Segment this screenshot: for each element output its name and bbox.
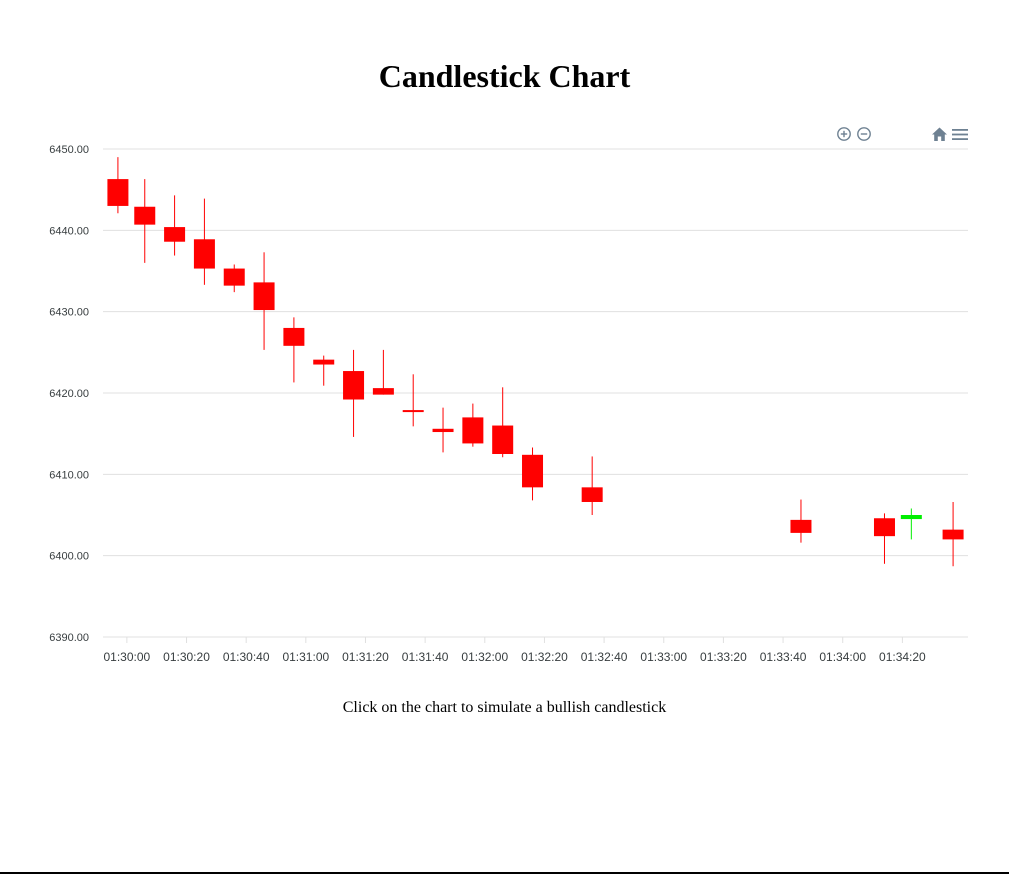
x-tick-label: 01:34:00 xyxy=(819,650,866,664)
y-tick-label: 6390.00 xyxy=(49,632,89,644)
candle-bearish[interactable] xyxy=(107,157,129,214)
candle-bearish[interactable] xyxy=(164,195,186,256)
x-tick-label: 01:30:20 xyxy=(163,650,210,664)
y-axis: 6390.00 6400.00 6410.00 6420.00 6430.00 6440.… xyxy=(49,144,89,644)
zoom-out-button[interactable] xyxy=(856,126,872,142)
x-tick-label: 01:30:40 xyxy=(223,650,270,664)
candle-body xyxy=(283,327,305,346)
x-axis: 01:30:00 01:30:20 01:30:40 01:31:00 01:31:20… xyxy=(103,636,968,664)
candle-bearish[interactable] xyxy=(581,456,603,515)
candle-body xyxy=(107,179,129,206)
x-tick-label: 01:33:20 xyxy=(700,650,747,664)
candle-bearish[interactable] xyxy=(790,499,812,543)
zoom-in-icon xyxy=(837,127,851,141)
x-tick-label: 01:33:40 xyxy=(760,650,807,664)
reset-zoom-button[interactable] xyxy=(931,126,948,142)
candle-bearish[interactable] xyxy=(253,252,275,350)
candle-body xyxy=(790,519,812,533)
candle-body xyxy=(900,515,922,520)
candle-body xyxy=(313,359,335,365)
candle-bearish[interactable] xyxy=(873,513,895,564)
candles[interactable] xyxy=(107,157,964,567)
candle-body xyxy=(372,388,394,395)
x-tick-label: 01:31:00 xyxy=(282,650,329,664)
y-tick-label: 6420.00 xyxy=(49,388,89,400)
zoom-in-button[interactable] xyxy=(836,126,852,142)
candle-bearish[interactable] xyxy=(283,317,305,383)
menu-button[interactable] xyxy=(951,127,969,142)
candle-body xyxy=(402,410,424,413)
home-icon xyxy=(932,127,947,141)
candle-body xyxy=(432,428,454,433)
candle-bearish[interactable] xyxy=(522,447,544,501)
x-tick-label: 01:34:20 xyxy=(879,650,926,664)
candle-bearish[interactable] xyxy=(402,374,424,427)
candle-bearish[interactable] xyxy=(942,501,964,567)
candle-bearish[interactable] xyxy=(492,387,514,458)
candle-body xyxy=(223,268,245,286)
y-tick-label: 6440.00 xyxy=(49,225,89,237)
bottom-divider xyxy=(0,872,1009,874)
hamburger-menu-icon xyxy=(952,129,968,140)
x-tick-label: 01:31:20 xyxy=(342,650,389,664)
candle-body xyxy=(253,282,275,311)
x-tick-label: 01:33:00 xyxy=(640,650,687,664)
candle-body xyxy=(522,454,544,488)
instruction-text: Click on the chart to simulate a bullish… xyxy=(342,699,667,716)
y-tick-label: 6430.00 xyxy=(49,307,89,319)
candle-bearish[interactable] xyxy=(313,355,335,386)
x-tick-label: 01:32:40 xyxy=(581,650,628,664)
candle-bearish[interactable] xyxy=(223,264,245,293)
x-tick-label: 01:30:00 xyxy=(104,650,151,664)
candle-body xyxy=(343,371,365,400)
y-tick-label: 6410.00 xyxy=(49,469,89,481)
candle-bearish[interactable] xyxy=(134,179,156,263)
candle-body xyxy=(164,227,186,242)
grid-lines xyxy=(103,148,968,638)
candle-body xyxy=(134,206,156,225)
x-tick-label: 01:31:40 xyxy=(402,650,449,664)
candlestick-chart[interactable]: 6390.00 6400.00 6410.00 6420.00 6430.00 6440.… xyxy=(0,0,1009,680)
candle-bearish[interactable] xyxy=(343,349,365,437)
candle-body xyxy=(942,529,964,540)
candle-body xyxy=(581,487,603,502)
candle-bearish[interactable] xyxy=(432,407,454,453)
candle-body xyxy=(873,518,895,537)
x-tick-label: 01:32:00 xyxy=(461,650,508,664)
candle-bearish[interactable] xyxy=(462,403,484,447)
y-tick-label: 6450.00 xyxy=(49,144,89,156)
candle-body xyxy=(492,425,514,454)
x-tick-label: 01:32:20 xyxy=(521,650,568,664)
zoom-out-icon xyxy=(857,127,871,141)
y-tick-label: 6400.00 xyxy=(49,551,89,563)
candle-bearish[interactable] xyxy=(193,198,215,285)
page-title: Candlestick Chart xyxy=(378,58,631,94)
candle-body xyxy=(193,239,215,269)
candle-bearish[interactable] xyxy=(372,349,394,395)
candle-bullish[interactable] xyxy=(900,508,922,540)
candle-body xyxy=(462,417,484,444)
